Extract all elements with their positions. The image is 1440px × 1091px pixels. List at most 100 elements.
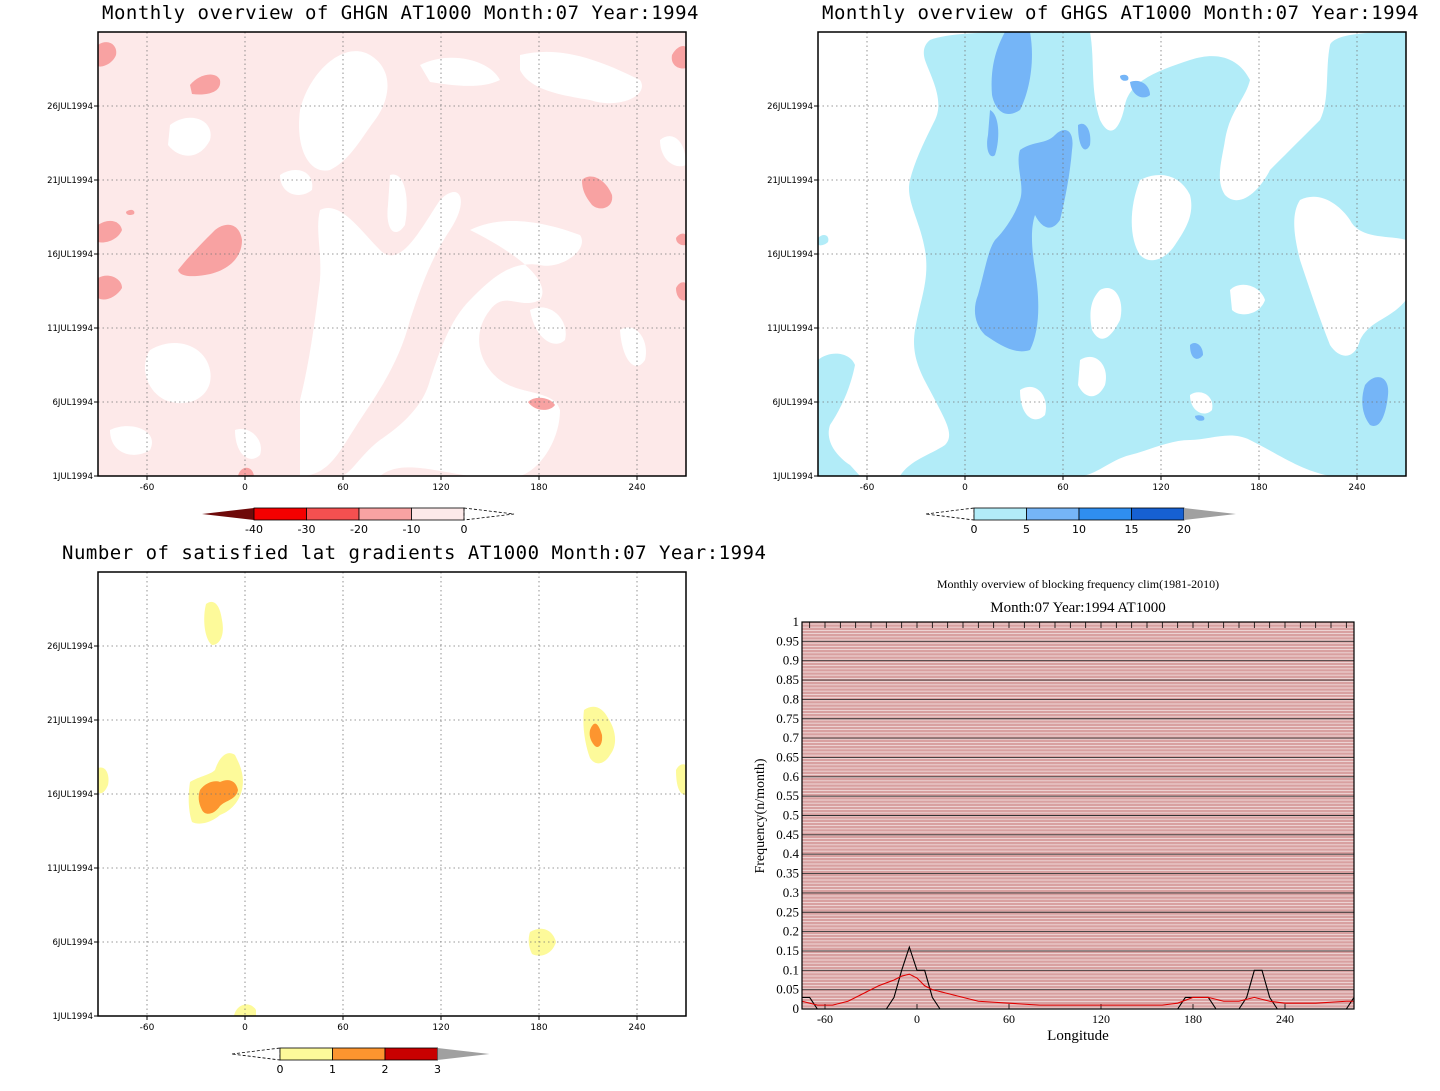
ghgn-positive-region: [469, 374, 491, 397]
ghgs-x-tick-label: 60: [1057, 483, 1069, 493]
lat-patch-1: [98, 767, 109, 794]
ghgn-x-tick-label: 120: [432, 483, 449, 493]
ghgn-left-extension: [202, 508, 254, 520]
ghgs-y-tick-label: 1JUL1994: [772, 472, 813, 482]
ghgn-plot-area: [98, 32, 686, 476]
lat-patch-1: [676, 764, 686, 795]
freq-axis-ticks: -60 0 60 120 180 240: [809, 622, 1347, 1026]
lat-segment: [279, 1047, 333, 1061]
lat-plot-area: [98, 572, 686, 1016]
lat-x-tick-label: 0: [242, 1023, 248, 1033]
ghgs-y-tick-label: 6JUL1994: [772, 398, 813, 408]
ghgn-y-tick-label: 21JUL1994: [47, 176, 93, 186]
lat-grid: -60 0 60 120 180 240 26JUL1994 21JUL1994 16JUL19…: [47, 572, 686, 1033]
freq-y-tick-label: 0.85: [776, 672, 799, 687]
ghgs-x-tick-label: -60: [860, 483, 875, 493]
freq-series-line-0: [802, 945, 1355, 1010]
ghgs-segment: [1026, 507, 1080, 521]
freq-y-tick-label: 0.45: [776, 827, 799, 842]
freq-y-tick-label: 0: [793, 1001, 800, 1016]
ghgs-label: 5: [1023, 523, 1030, 536]
ghgs-frame: [817, 31, 1407, 477]
ghgn-segment: [306, 507, 360, 521]
lat-patch-1: [234, 1004, 256, 1016]
freq-plot-area: [802, 622, 1354, 1009]
freq-x-tick-label: 0: [914, 1012, 920, 1026]
ghgs-region-5-10: [1120, 74, 1129, 81]
lat-frame: [97, 571, 687, 1017]
ghgs-region-5-10: [1190, 343, 1203, 359]
freq-y-tick-label: 0.55: [776, 788, 799, 803]
ghgn-positive-region: [620, 327, 646, 366]
lat-label: 1: [329, 1063, 336, 1076]
ghgn-label: -40: [245, 523, 263, 536]
ghgs-region-below-0: [1190, 392, 1213, 414]
lat-patch-1: [188, 753, 243, 824]
ghgs-label: 10: [1072, 523, 1086, 536]
ghgs-region-5-10: [1130, 80, 1150, 98]
lat-y-tick-label: 21JUL1994: [47, 716, 93, 726]
ghgs-region-below-0: [1020, 386, 1046, 420]
ghgn-frame: [97, 31, 687, 477]
ghgn-title: Monthly overview of GHGN AT1000 Month:07…: [102, 2, 699, 24]
ghgn-positive-region: [530, 307, 566, 344]
ghgs-label: 15: [1125, 523, 1139, 536]
ghgn-x-tick-label: 180: [530, 483, 547, 493]
lat-x-tick-label: 180: [530, 1023, 547, 1033]
freq-background-lines: [802, 623, 1354, 1009]
freq-series-line-1: [801, 973, 1354, 1006]
lat-label: 0: [277, 1063, 284, 1076]
ghgs-region-5-10: [1195, 415, 1205, 421]
ghgs-region-5-10: [1362, 377, 1389, 426]
ghgn-positive-region: [145, 342, 211, 404]
ghgn-y-tick-label: 11JUL1994: [47, 324, 93, 334]
ghgn-low-patch: [582, 176, 613, 209]
ghgs-label: 20: [1177, 523, 1191, 536]
ghgn-positive-region: [299, 51, 388, 171]
ghgn-positive-region: [420, 57, 500, 86]
ghgn-positive-region: [387, 174, 407, 233]
lat-gradients-title: Number of satisfied lat gradients AT1000…: [62, 542, 767, 564]
ghgs-left-extension: [925, 507, 975, 521]
ghgn-positive-region: [168, 117, 211, 156]
lat-y-tick-label: 11JUL1994: [47, 864, 93, 874]
ghgs-region-0-5: [818, 235, 829, 246]
ghgn-x-tick-label: 60: [337, 483, 349, 493]
lat-y-tick-label: 16JUL1994: [47, 790, 93, 800]
lat-x-tick-label: 120: [432, 1023, 449, 1033]
ghgn-positive-region: [280, 170, 313, 195]
freq-y-tick-label: 0.9: [783, 653, 799, 668]
freq-y-tick-label: 0.7: [783, 730, 800, 745]
ghgs-x-tick-label: 120: [1152, 483, 1169, 493]
freq-title: Monthly overview of blocking frequency c…: [937, 577, 1219, 591]
ghgs-plot-area: [818, 32, 1406, 476]
freq-y-tick-label: 0.4: [783, 846, 800, 861]
ghgs-x-tick-label: 0: [962, 483, 968, 493]
freq-y-tick-label: 0.15: [776, 943, 799, 958]
freq-y-tick-label: 0.1: [783, 962, 799, 977]
ghgs-y-tick-label: 26JUL1994: [767, 102, 813, 112]
freq-y-tick-label: 0.8: [783, 691, 799, 706]
lat-patch-1: [528, 928, 556, 956]
lat-segment: [384, 1047, 438, 1061]
ghgn-y-tick-label: 1JUL1994: [52, 472, 93, 482]
ghgn-positive-region: [340, 220, 582, 476]
lat-patch-2: [589, 723, 603, 747]
freq-x-tick-label: -60: [817, 1012, 833, 1026]
lat-label: 3: [434, 1063, 441, 1076]
ghgn-label: -20: [350, 523, 368, 536]
ghgn-low-patch: [98, 275, 122, 300]
ghgn-label: -30: [298, 523, 316, 536]
lat-y-tick-label: 6JUL1994: [52, 938, 93, 948]
freq-y-gridlines: 0 0.05 0.1 0.15 0.2 0.25 0.3 0.35 0.4 0.45 0.5 0.55…: [776, 614, 1354, 1016]
ghgs-region-5-10: [987, 110, 999, 157]
ghgs-region-0-5: [900, 32, 1406, 476]
ghgs-region-below-0: [1230, 284, 1265, 315]
ghgn-label: 0: [461, 523, 468, 536]
freq-y-tick-label: 0.5: [783, 808, 799, 823]
ghgn-x-tick-label: -60: [140, 483, 155, 493]
ghgs-region-5-10: [991, 32, 1032, 115]
ghgn-positive-region: [300, 191, 461, 476]
ghgn-grid: -60 0 60 120 180 240 26JUL1994 21JUL1994 16JUL19…: [47, 32, 686, 493]
ghgs-region-below-0: [1131, 175, 1192, 261]
